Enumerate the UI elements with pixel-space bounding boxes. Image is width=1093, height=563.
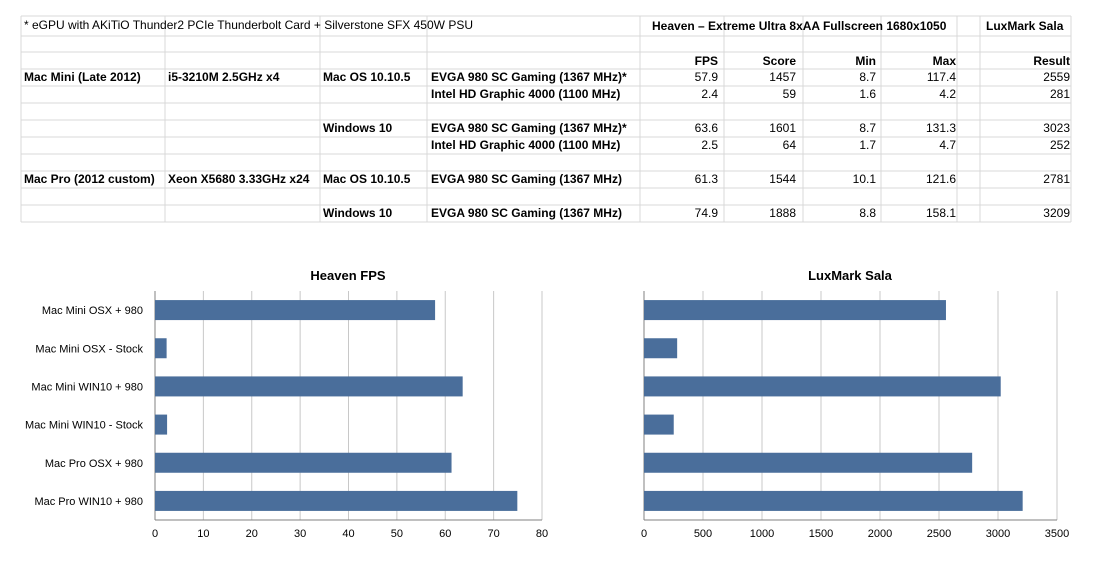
luxmark-header: LuxMark Sala bbox=[986, 19, 1064, 33]
x-tick-label: 30 bbox=[294, 528, 306, 540]
fps-cell: 2.5 bbox=[701, 138, 718, 152]
score-cell: 1544 bbox=[769, 172, 796, 186]
x-tick-label: 500 bbox=[694, 528, 712, 540]
sheet-gridlines bbox=[20, 15, 1072, 223]
max-cell: 4.2 bbox=[939, 87, 956, 101]
x-tick-label: 3000 bbox=[986, 528, 1010, 540]
x-tick-label: 10 bbox=[197, 528, 209, 540]
x-tick-label: 1500 bbox=[809, 528, 833, 540]
fps-cell: 57.9 bbox=[694, 70, 718, 84]
x-tick-label: 0 bbox=[152, 528, 158, 540]
score-cell: 1601 bbox=[769, 121, 796, 135]
fps-cell: 2.4 bbox=[701, 87, 718, 101]
score-cell: 1888 bbox=[769, 206, 796, 220]
gpu-cell: EVGA 980 SC Gaming (1367 MHz) bbox=[431, 206, 622, 220]
category-label: Mac Pro WIN10 + 980 bbox=[34, 496, 143, 508]
x-tick-label: 3500 bbox=[1045, 528, 1069, 540]
bar bbox=[644, 338, 678, 359]
result-cell: 252 bbox=[1049, 138, 1070, 152]
x-tick-label: 70 bbox=[488, 528, 500, 540]
os-cell: Mac OS 10.10.5 bbox=[323, 70, 411, 84]
machine-cell: Mac Mini (Late 2012) bbox=[24, 70, 141, 84]
bar bbox=[644, 376, 1001, 397]
min-cell: 8.7 bbox=[859, 70, 876, 84]
footnote-note: * eGPU with AKiTiO Thunder2 PCIe Thunder… bbox=[24, 18, 473, 32]
bar bbox=[155, 300, 436, 321]
col-header-min: Min bbox=[855, 54, 876, 68]
chart-title: LuxMark Sala bbox=[808, 268, 893, 283]
heaven-fps-chart: Heaven FPS 0 10 20 30 40 50 60 70 80 Mac Mini OSX… bbox=[25, 268, 548, 540]
col-header-max: Max bbox=[932, 54, 956, 68]
os-cell: Windows 10 bbox=[323, 206, 393, 220]
x-tick-label: 2500 bbox=[927, 528, 951, 540]
machine-cell: Mac Pro (2012 custom) bbox=[24, 172, 155, 186]
gpu-cell: EVGA 980 SC Gaming (1367 MHz) bbox=[431, 172, 622, 186]
gpu-cell: EVGA 980 SC Gaming (1367 MHz)* bbox=[431, 70, 627, 84]
chart-title: Heaven FPS bbox=[310, 268, 385, 283]
x-tick-label: 2000 bbox=[868, 528, 892, 540]
x-tick-label: 50 bbox=[391, 528, 403, 540]
x-tick-label: 60 bbox=[439, 528, 451, 540]
max-cell: 121.6 bbox=[925, 172, 956, 186]
fps-cell: 61.3 bbox=[694, 172, 718, 186]
x-tick-label: 20 bbox=[246, 528, 258, 540]
col-header-fps: FPS bbox=[694, 54, 718, 68]
category-label: Mac Mini WIN10 - Stock bbox=[25, 420, 143, 432]
os-cell: Windows 10 bbox=[323, 121, 393, 135]
spreadsheet-table: * eGPU with AKiTiO Thunder2 PCIe Thunder… bbox=[0, 0, 1093, 240]
bar bbox=[155, 338, 167, 359]
result-cell: 3209 bbox=[1043, 206, 1070, 220]
result-cell: 2781 bbox=[1043, 172, 1070, 186]
cpu-cell: i5-3210M 2.5GHz x4 bbox=[168, 70, 280, 84]
gpu-cell: EVGA 980 SC Gaming (1367 MHz)* bbox=[431, 121, 627, 135]
bar bbox=[155, 414, 168, 435]
cpu-cell: Xeon X5680 3.33GHz x24 bbox=[168, 172, 310, 186]
max-cell: 131.3 bbox=[925, 121, 956, 135]
bar bbox=[155, 490, 518, 511]
heaven-header: Heaven – Extreme Ultra 8xAA Fullscreen 1… bbox=[652, 19, 947, 33]
col-header-result: Result bbox=[1033, 54, 1070, 68]
bar bbox=[644, 414, 674, 435]
col-header-score: Score bbox=[762, 54, 796, 68]
x-tick-label: 40 bbox=[342, 528, 354, 540]
fps-cell: 74.9 bbox=[694, 206, 718, 220]
bar bbox=[644, 490, 1023, 511]
result-cell: 281 bbox=[1049, 87, 1070, 101]
score-cell: 1457 bbox=[769, 70, 796, 84]
x-tick-label: 1000 bbox=[750, 528, 774, 540]
category-label: Mac Mini OSX - Stock bbox=[35, 343, 143, 355]
bar bbox=[644, 452, 973, 473]
result-cell: 3023 bbox=[1043, 121, 1070, 135]
result-cell: 2559 bbox=[1043, 70, 1070, 84]
min-cell: 1.7 bbox=[859, 138, 876, 152]
bar bbox=[155, 452, 452, 473]
bar bbox=[644, 300, 946, 321]
category-label: Mac Mini OSX + 980 bbox=[42, 305, 143, 317]
max-cell: 117.4 bbox=[926, 70, 956, 84]
luxmark-sala-chart: LuxMark Sala 0 500 1000 1500 2000 2500 3000 350… bbox=[641, 268, 1069, 540]
min-cell: 1.6 bbox=[859, 87, 876, 101]
min-cell: 10.1 bbox=[852, 172, 876, 186]
fps-cell: 63.6 bbox=[694, 121, 718, 135]
gpu-cell: Intel HD Graphic 4000 (1100 MHz) bbox=[431, 138, 621, 152]
os-cell: Mac OS 10.10.5 bbox=[323, 172, 411, 186]
x-tick-label: 80 bbox=[536, 528, 548, 540]
min-cell: 8.7 bbox=[859, 121, 876, 135]
score-cell: 59 bbox=[782, 87, 796, 101]
gpu-cell: Intel HD Graphic 4000 (1100 MHz) bbox=[431, 87, 621, 101]
category-label: Mac Pro OSX + 980 bbox=[45, 458, 143, 470]
category-label: Mac Mini WIN10 + 980 bbox=[31, 381, 143, 393]
max-cell: 158.1 bbox=[925, 206, 956, 220]
max-cell: 4.7 bbox=[939, 138, 956, 152]
bar bbox=[155, 376, 463, 397]
score-cell: 64 bbox=[782, 138, 796, 152]
x-tick-label: 0 bbox=[641, 528, 647, 540]
min-cell: 8.8 bbox=[859, 206, 876, 220]
